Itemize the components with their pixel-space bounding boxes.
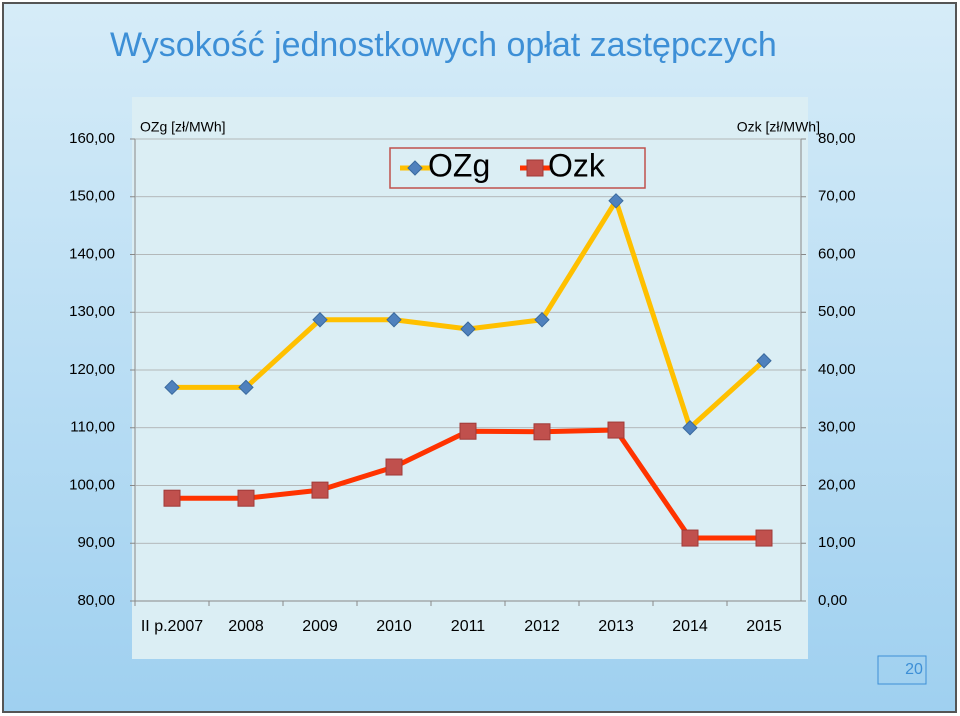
y-tick-label: 130,00: [69, 303, 115, 320]
data-point: [681, 529, 699, 547]
data-point: [238, 379, 254, 396]
x-tick-label: 2015: [746, 618, 782, 635]
data-point: [755, 529, 773, 547]
data-point: [311, 481, 329, 499]
data-point: [607, 421, 625, 439]
data-point: [312, 312, 328, 328]
x-tick-label: 2013: [598, 618, 634, 635]
y2-tick-label: 0,00: [818, 592, 847, 609]
data-point: [608, 193, 624, 209]
x-tick-label: II p.2007: [141, 618, 203, 635]
data-point: [459, 422, 477, 440]
plot-area: [132, 97, 808, 659]
slide-number: 20: [905, 661, 923, 678]
y2-axis-label: Ozk [zł/MWh]: [737, 119, 820, 135]
data-point: [237, 489, 255, 507]
y2-tick-label: 50,00: [818, 303, 856, 320]
y-tick-label: 80,00: [77, 592, 115, 609]
y-tick-label: 140,00: [69, 245, 115, 262]
data-point: [460, 321, 476, 337]
data-point: [386, 312, 402, 328]
y2-tick-label: 60,00: [818, 245, 856, 262]
legend-box: [389, 147, 646, 189]
y-tick-label: 90,00: [77, 534, 115, 551]
x-tick-label: 2009: [302, 618, 338, 635]
legend-label: Ozk: [548, 147, 606, 183]
y-tick-label: 100,00: [69, 476, 115, 493]
y2-tick-label: 70,00: [818, 188, 856, 205]
data-point: [682, 420, 698, 436]
x-tick-label: 2010: [376, 618, 412, 635]
y2-tick-label: 10,00: [818, 534, 856, 551]
y-tick-label: 120,00: [69, 361, 115, 378]
y2-tick-label: 20,00: [818, 476, 856, 493]
data-point: [163, 489, 181, 507]
chart-title: Wysokość jednostkowych opłat zastępczych: [110, 26, 777, 64]
x-tick-label: 2012: [524, 618, 560, 635]
y-axis-label: OZg [zł/MWh]: [140, 119, 226, 135]
data-point: [164, 379, 180, 396]
x-tick-label: 2008: [228, 618, 264, 635]
data-point: [534, 312, 550, 328]
y-tick-label: 110,00: [70, 419, 115, 436]
y-tick-label: 160,00: [69, 130, 115, 147]
x-tick-label: 2011: [451, 618, 486, 635]
data-point: [756, 353, 772, 369]
slide-number-box: [877, 655, 927, 685]
legend-marker: [407, 160, 423, 176]
x-tick-label: 2014: [672, 618, 708, 635]
legend-marker: [526, 159, 544, 177]
y-tick-label: 150,00: [69, 188, 115, 205]
legend-label: OZg: [428, 147, 490, 183]
data-point: [533, 423, 551, 441]
y2-tick-label: 80,00: [818, 130, 856, 147]
data-point: [385, 458, 403, 476]
y2-tick-label: 30,00: [818, 419, 856, 436]
y2-tick-label: 40,00: [818, 361, 856, 378]
